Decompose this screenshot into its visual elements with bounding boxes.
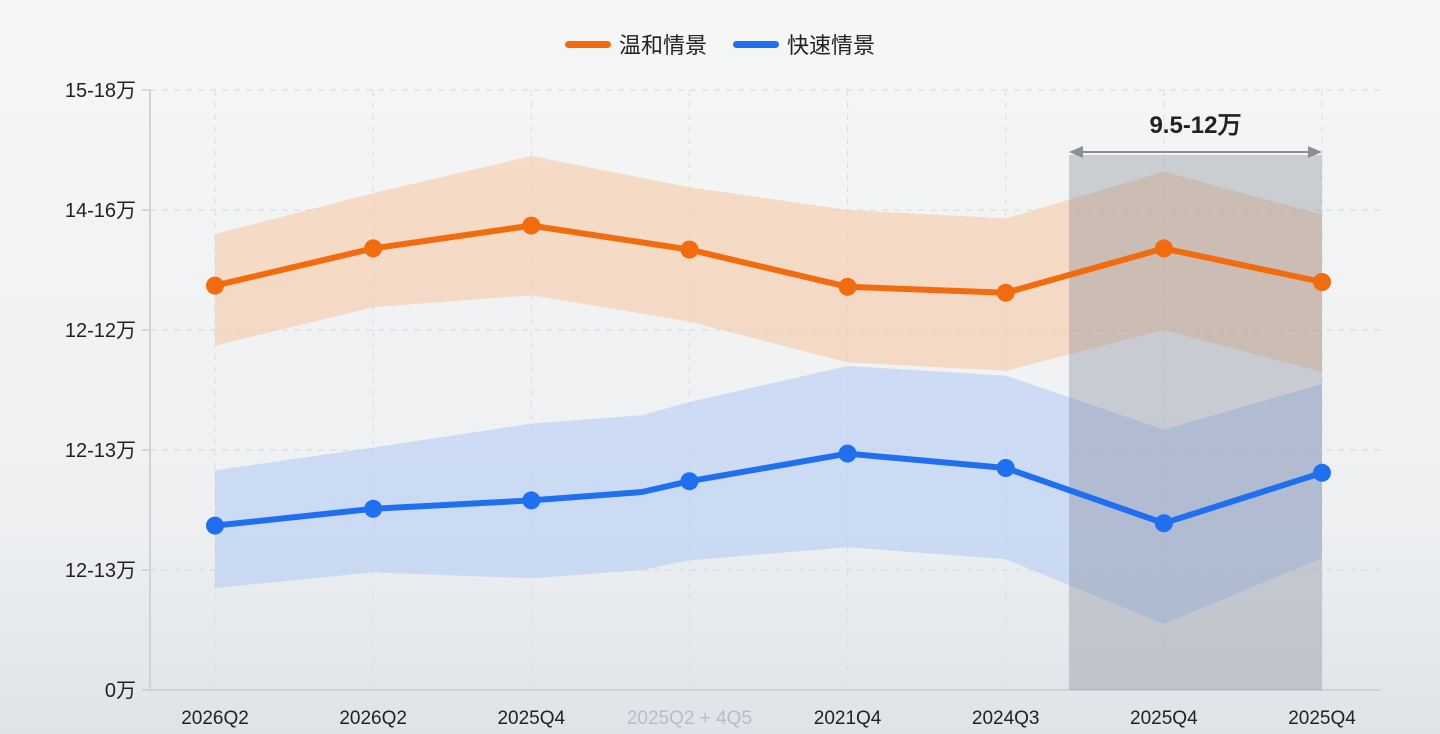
x-tick-label: 2026Q2 (181, 708, 249, 729)
data-point (206, 516, 224, 535)
highlight-region (1068, 155, 1322, 690)
data-point (1313, 273, 1331, 291)
x-tick-label: 2026Q2 (339, 708, 407, 729)
legend-item-mild[interactable]: 温和情景 (564, 28, 707, 60)
arrow-head-left (1068, 146, 1083, 158)
legend: 温和情景 快速情景 (0, 28, 1440, 60)
data-point (522, 491, 541, 510)
data-point (1154, 239, 1173, 258)
series-line-0 (214, 222, 1323, 296)
annotation-label: 9.5-12万 (1149, 112, 1241, 139)
x-tick-label: 2025Q2 + 4Q5 (627, 708, 752, 729)
y-tick-label: 14-16万 (65, 200, 136, 222)
legend-swatch-mild (564, 40, 611, 48)
data-point (838, 444, 857, 463)
x-tick-label: 2021Q4 (814, 708, 882, 729)
data-point (364, 499, 383, 518)
arrow-head-right (1308, 146, 1322, 158)
data-point (522, 216, 541, 235)
x-tick-label: 2025Q4 (497, 708, 565, 729)
x-tick-label: 2024Q3 (972, 708, 1040, 729)
y-tick-label: 12-12万 (65, 320, 136, 342)
data-point (996, 459, 1015, 477)
legend-label-mild: 温和情景 (618, 33, 707, 58)
data-point (1154, 514, 1173, 533)
y-tick-label: 12-13万 (65, 440, 136, 462)
data-point (680, 472, 699, 491)
legend-item-fast[interactable]: 快速情景 (733, 28, 875, 60)
confidence-band-1 (215, 366, 1322, 624)
data-point (996, 283, 1015, 302)
x-tick-label: 2025Q4 (1288, 708, 1356, 729)
data-point (838, 277, 857, 296)
y-tick-label: 12-13万 (65, 560, 136, 582)
data-point (680, 240, 699, 259)
confidence-band-0 (215, 156, 1322, 372)
data-point (206, 276, 224, 295)
data-point (364, 239, 383, 258)
data-point (1313, 463, 1331, 482)
x-tick-label: 2025Q4 (1130, 708, 1198, 729)
y-tick-label: 15-18万 (65, 80, 136, 102)
legend-label-fast: 快速情景 (787, 33, 876, 58)
y-tick-label: 0万 (105, 680, 136, 702)
legend-swatch-fast (733, 40, 779, 48)
